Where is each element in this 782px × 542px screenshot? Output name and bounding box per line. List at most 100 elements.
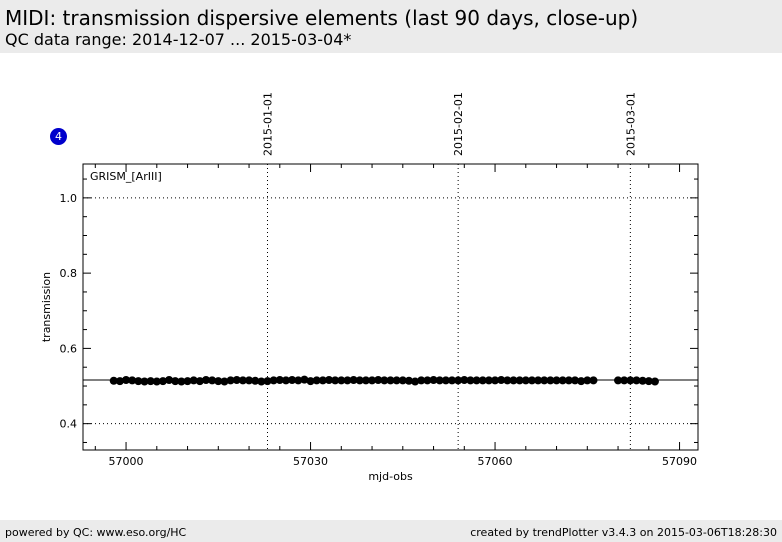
data-point bbox=[540, 376, 549, 385]
data-point bbox=[263, 377, 272, 386]
data-point bbox=[552, 376, 561, 385]
plot-frame bbox=[82, 163, 699, 451]
data-point bbox=[140, 377, 149, 386]
page-title: MIDI: transmission dispersive elements (… bbox=[5, 6, 639, 30]
data-point bbox=[294, 376, 303, 385]
data-point bbox=[527, 376, 536, 385]
data-point bbox=[128, 376, 137, 385]
y-axis-label: transmission bbox=[40, 272, 53, 342]
data-point bbox=[614, 376, 623, 385]
data-point bbox=[404, 376, 413, 385]
data-point bbox=[306, 377, 315, 386]
data-point bbox=[238, 376, 247, 385]
data-point bbox=[312, 376, 321, 385]
data-point bbox=[472, 376, 481, 385]
footer-bar: powered by QC: www.eso.org/HC created by… bbox=[0, 520, 782, 542]
data-point bbox=[380, 376, 389, 385]
data-point bbox=[337, 376, 346, 385]
y-tick-label: 0.6 bbox=[60, 342, 78, 355]
data-point bbox=[214, 377, 223, 386]
data-point bbox=[460, 376, 469, 385]
data-point bbox=[491, 376, 500, 385]
data-point bbox=[208, 376, 217, 385]
data-point bbox=[361, 376, 370, 385]
data-point bbox=[374, 376, 383, 385]
data-point bbox=[325, 376, 333, 385]
data-point bbox=[423, 376, 432, 385]
data-point bbox=[546, 376, 555, 385]
data-point bbox=[245, 376, 254, 385]
data-point bbox=[355, 376, 364, 385]
footer-powered-by[interactable]: powered by QC: www.eso.org/HC bbox=[5, 526, 187, 539]
y-tick-label: 0.8 bbox=[60, 267, 78, 280]
data-point bbox=[441, 376, 450, 385]
data-point bbox=[571, 376, 579, 385]
data-point bbox=[134, 377, 143, 386]
data-point bbox=[429, 376, 438, 385]
data-point bbox=[115, 377, 124, 386]
x-tick-label: 57000 bbox=[109, 455, 144, 468]
date-marker-label: 2015-03-01 bbox=[624, 92, 637, 156]
data-point bbox=[251, 376, 260, 385]
data-point bbox=[515, 376, 524, 385]
data-point bbox=[411, 377, 420, 386]
data-point bbox=[318, 376, 327, 385]
data-point bbox=[171, 377, 180, 386]
data-point bbox=[300, 375, 309, 384]
data-point bbox=[435, 376, 444, 385]
data-point bbox=[644, 377, 653, 386]
data-point bbox=[152, 377, 161, 386]
data-point bbox=[349, 376, 358, 385]
data-point bbox=[122, 376, 131, 385]
data-point bbox=[232, 376, 241, 385]
data-point bbox=[521, 376, 530, 385]
x-axis-label: mjd-obs bbox=[368, 470, 413, 483]
data-point bbox=[195, 377, 204, 386]
data-point bbox=[183, 377, 192, 386]
data-point bbox=[632, 376, 641, 385]
x-tick-label: 57060 bbox=[478, 455, 513, 468]
panel-label: GRISM_[ArIII] bbox=[90, 170, 162, 183]
data-point bbox=[202, 376, 210, 385]
data-point bbox=[226, 376, 235, 385]
data-point bbox=[589, 376, 598, 385]
data-point bbox=[189, 376, 198, 385]
date-marker-label: 2015-02-01 bbox=[452, 92, 465, 156]
data-point bbox=[368, 376, 377, 385]
data-point bbox=[503, 376, 512, 385]
data-point bbox=[564, 376, 573, 385]
data-point bbox=[398, 376, 407, 385]
data-point bbox=[109, 376, 118, 385]
data-point bbox=[392, 376, 401, 385]
header-bar: MIDI: transmission dispersive elements (… bbox=[0, 0, 782, 53]
data-point bbox=[386, 376, 395, 385]
data-point bbox=[343, 376, 352, 385]
x-tick-label: 57090 bbox=[662, 455, 697, 468]
data-point bbox=[620, 376, 629, 385]
data-point bbox=[454, 376, 463, 385]
y-tick-label: 0.4 bbox=[60, 418, 78, 431]
data-point bbox=[650, 377, 659, 386]
data-point bbox=[158, 377, 167, 386]
data-point bbox=[417, 376, 426, 385]
data-point bbox=[638, 376, 647, 385]
data-point bbox=[558, 376, 567, 385]
data-point bbox=[448, 376, 456, 385]
data-point bbox=[484, 376, 493, 385]
data-point bbox=[534, 376, 543, 385]
plot-number-badge: 4 bbox=[50, 128, 67, 145]
data-point bbox=[577, 377, 586, 386]
data-point bbox=[497, 376, 506, 385]
data-point bbox=[288, 376, 297, 385]
page-subtitle: QC data range: 2014-12-07 ... 2015-03-04… bbox=[5, 30, 352, 49]
footer-created-by: created by trendPlotter v3.4.3 on 2015-0… bbox=[470, 526, 777, 539]
data-point bbox=[177, 377, 186, 386]
data-point bbox=[509, 376, 518, 385]
data-point bbox=[626, 376, 635, 385]
data-point bbox=[466, 376, 475, 385]
data-point bbox=[331, 376, 340, 385]
y-tick-label: 1.0 bbox=[60, 192, 78, 205]
data-point bbox=[269, 376, 278, 385]
date-marker-label: 2015-01-01 bbox=[262, 92, 275, 156]
